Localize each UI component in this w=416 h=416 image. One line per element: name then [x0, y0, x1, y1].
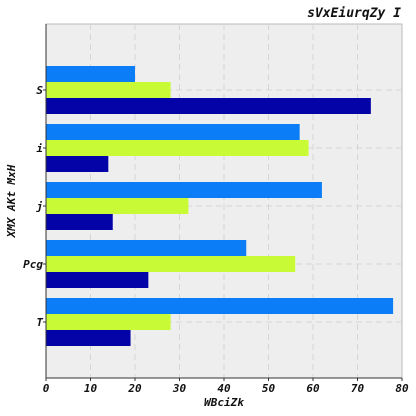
bar-i-series-3	[46, 156, 109, 172]
x-tick-label: 70	[351, 382, 365, 395]
bar-S-series-1	[46, 66, 135, 82]
y-axis-label: XMX AKt MxH	[5, 164, 18, 238]
bar-j-series-3	[46, 214, 113, 230]
y-tick-label: j	[35, 200, 43, 213]
y-tick-label: T	[36, 316, 43, 329]
bar-Pcg-series-1	[46, 240, 247, 256]
bar-T-series-1	[46, 298, 394, 314]
x-axis-label: WBciZk	[204, 396, 244, 409]
x-tick-label: 50	[262, 382, 276, 395]
bar-j-series-1	[46, 182, 322, 198]
bar-Pcg-series-3	[46, 272, 149, 288]
x-tick-label: 80	[395, 382, 409, 395]
bar-i-series-2	[46, 140, 309, 156]
x-tick-labels: 0 10 20 30 40 50 60 70 80	[43, 378, 409, 395]
x-tick-label: 0	[43, 382, 50, 395]
bar-T-series-2	[46, 314, 171, 330]
x-tick-label: 40	[217, 382, 231, 395]
chart-title: sVxEiurqZy I	[307, 6, 401, 21]
x-tick-label: 30	[172, 382, 187, 395]
y-tick-label: Pcg	[23, 258, 43, 271]
bar-T-series-3	[46, 330, 131, 346]
y-tick-label: S	[36, 84, 43, 97]
x-tick-label: 60	[306, 382, 320, 395]
bar-j-series-2	[46, 198, 189, 214]
bar-S-series-3	[46, 98, 371, 114]
x-tick-label: 20	[127, 382, 142, 395]
bar-Pcg-series-2	[46, 256, 296, 272]
bar-S-series-2	[46, 82, 171, 98]
y-tick-label: i	[36, 142, 43, 155]
bar-i-series-1	[46, 124, 300, 140]
x-tick-label: 10	[84, 382, 98, 395]
bar-marks	[46, 66, 394, 346]
y-tick-labels: Si j Pcg T	[23, 84, 46, 329]
